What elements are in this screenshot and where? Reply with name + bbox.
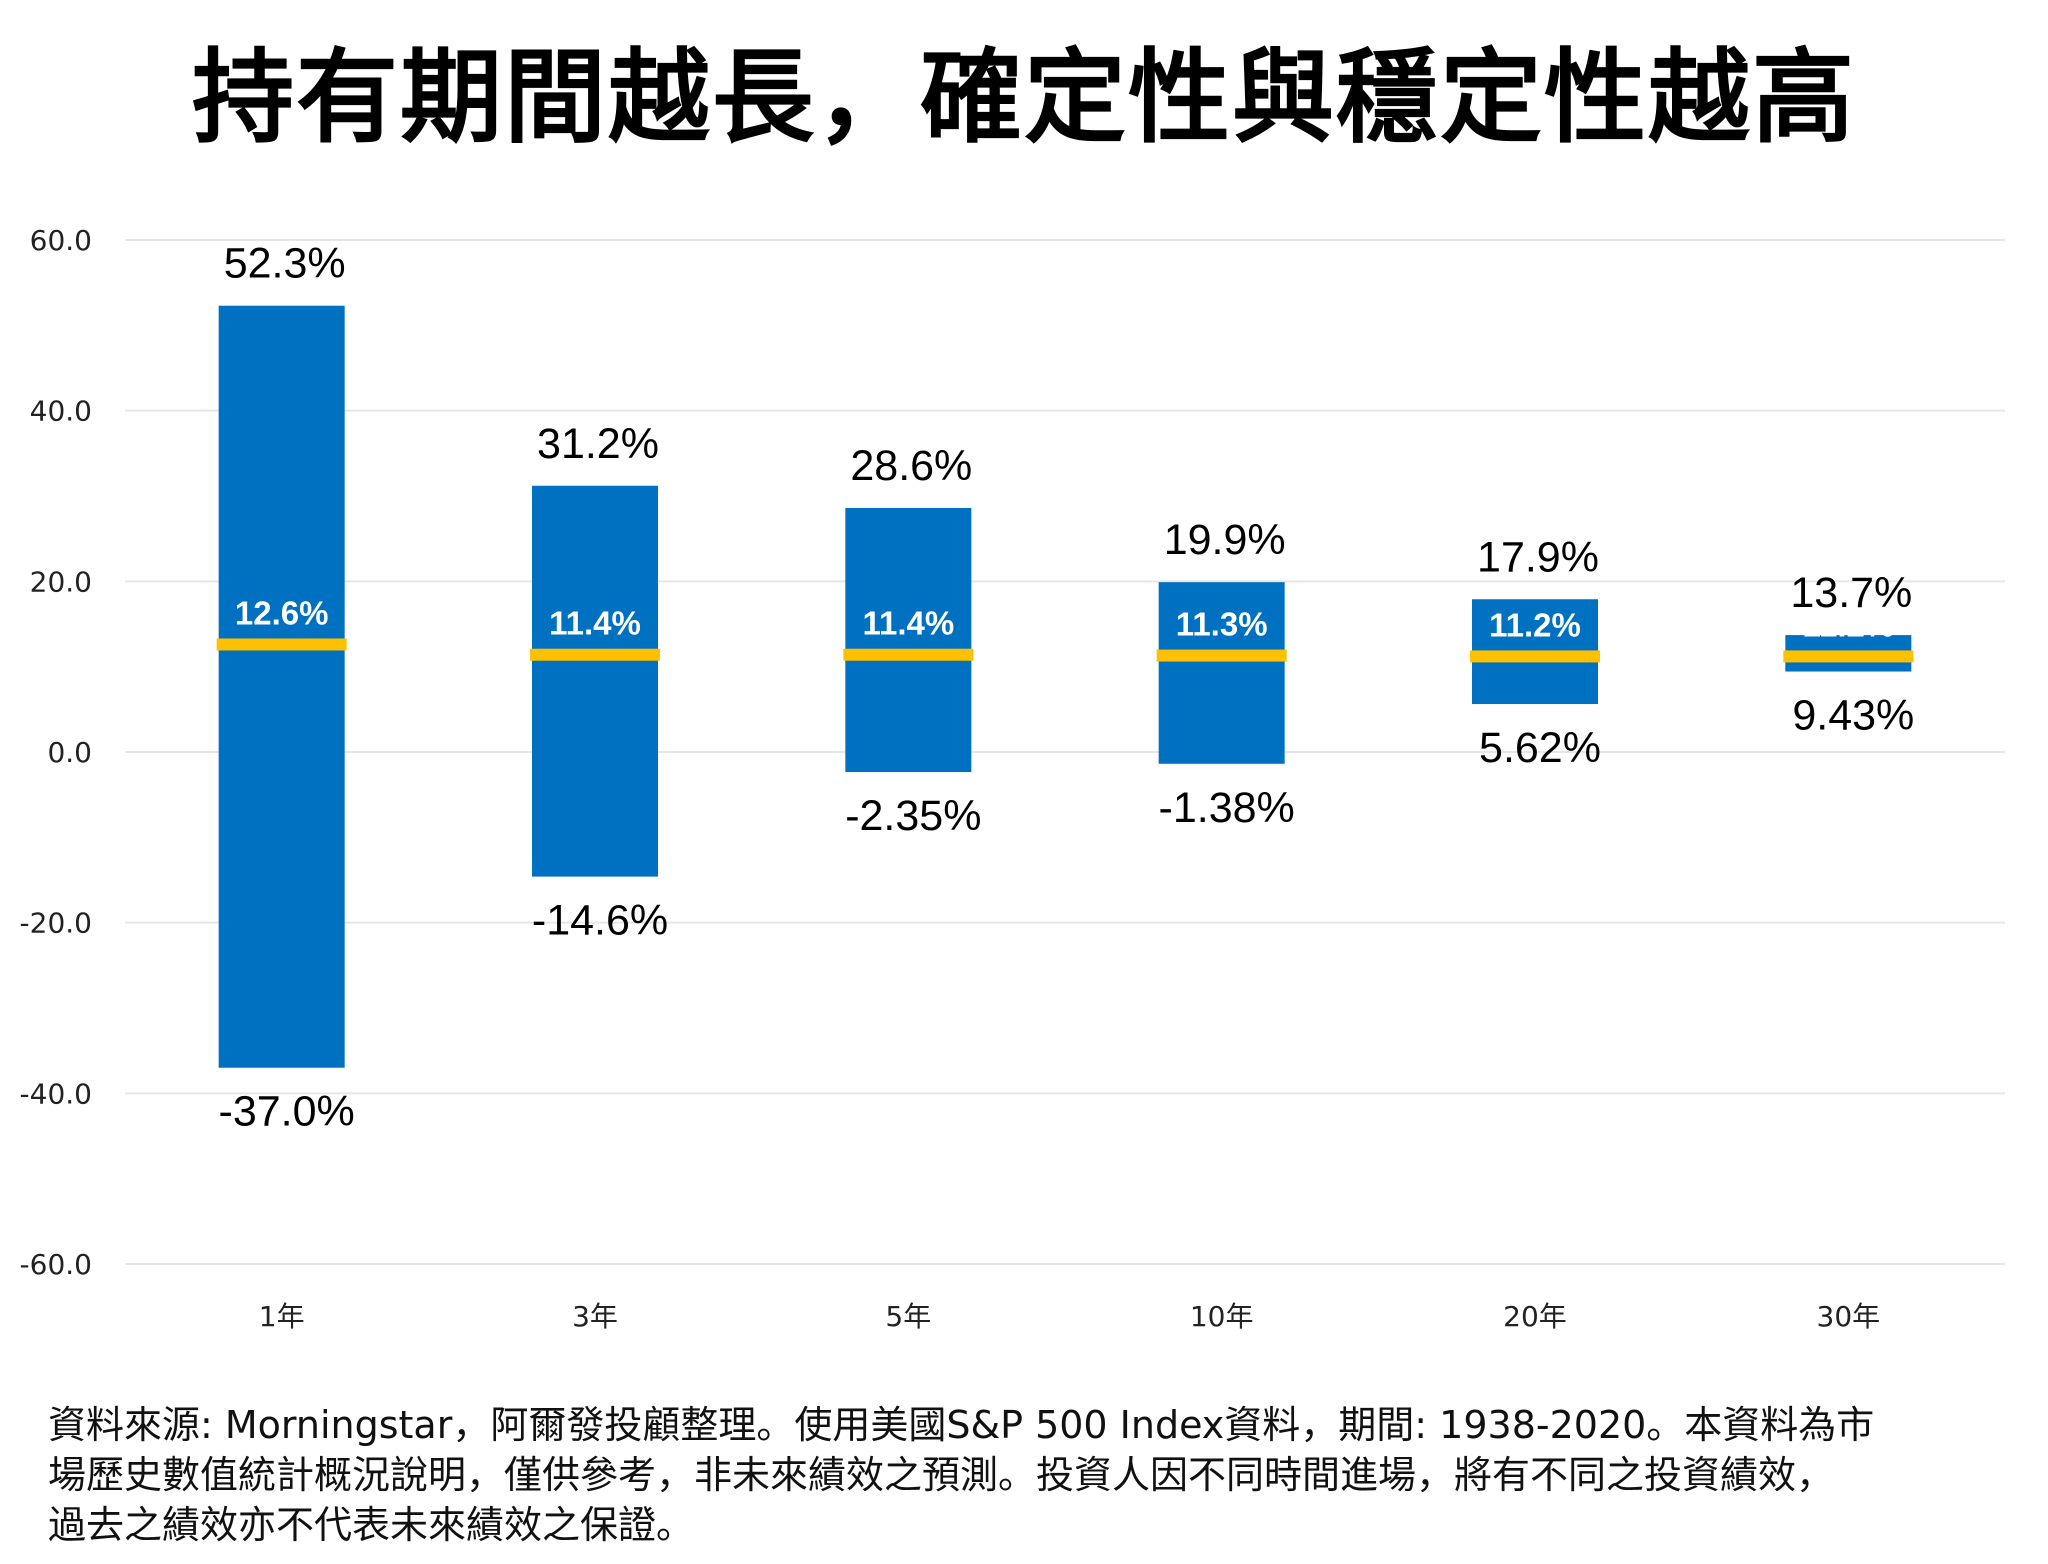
high-label: 31.2% xyxy=(537,420,659,468)
low-label: -2.35% xyxy=(845,792,981,840)
y-tick-label: 0.0 xyxy=(47,736,92,769)
x-tick-label: 1年 xyxy=(259,1300,305,1333)
grid-lines xyxy=(125,239,2005,1265)
chart-title: 持有期間越長，確定性與穩定性越高 xyxy=(192,39,1856,158)
source-line: 場歷史數值統計概況說明，僅供參考，非未來績效之預測。投資人因不同時間進場，將有不… xyxy=(48,1453,1835,1497)
x-axis-labels: 1年 3年 5年 10年 20年 30年 xyxy=(259,1300,1880,1333)
source-line: 過去之績效亦不代表未來績效之保證。 xyxy=(48,1503,695,1547)
low-label: -1.38% xyxy=(1159,784,1295,832)
source-note: 資料來源: Morningstar，阿爾發投顧整理。使用美國S&P 500 In… xyxy=(48,1400,2018,1550)
y-tick-label: -60.0 xyxy=(20,1248,92,1281)
x-tick-label: 3年 xyxy=(572,1300,618,1333)
y-tick-label: 60.0 xyxy=(30,224,92,257)
y-tick-label: -20.0 xyxy=(20,907,92,940)
bars-group: 12.6% 52.3% -37.0% 11.4% 31.2% -14.6% 11.4% 28.… xyxy=(216,240,1914,1136)
range-bar xyxy=(218,305,345,1068)
high-label: 13.7% xyxy=(1790,569,1912,617)
average-marker xyxy=(1783,650,1914,663)
range-bar xyxy=(532,485,658,877)
source-line: 資料來源: Morningstar，阿爾發投顧整理。使用美國S&P 500 In… xyxy=(48,1403,1875,1447)
x-tick-label: 30年 xyxy=(1817,1300,1881,1333)
low-label: 5.62% xyxy=(1479,724,1601,772)
y-tick-label: -40.0 xyxy=(20,1077,92,1110)
y-tick-label: 40.0 xyxy=(30,395,92,428)
average-label: 11.3% xyxy=(1176,606,1268,643)
average-label: 11.2% xyxy=(1489,606,1581,643)
average-label: 12.6% xyxy=(235,594,329,631)
range-bar xyxy=(845,507,972,773)
average-marker xyxy=(1470,650,1600,663)
range-bar xyxy=(1158,582,1285,764)
y-axis-labels: 60.0 40.0 20.0 0.0 -20.0 -40.0 -60.0 xyxy=(20,224,92,1281)
range-bar-chart: 60.0 40.0 20.0 0.0 -20.0 -40.0 -60.0 12.6% 52.3… xyxy=(20,224,2005,1333)
high-label: 52.3% xyxy=(224,240,346,288)
high-label: 17.9% xyxy=(1477,533,1599,581)
average-label: 11.2% xyxy=(1802,606,1894,643)
x-tick-label: 20年 xyxy=(1503,1300,1567,1333)
x-tick-label: 10年 xyxy=(1190,1300,1254,1333)
average-label: 11.4% xyxy=(549,605,641,642)
average-marker xyxy=(1156,649,1287,662)
low-label: 9.43% xyxy=(1792,692,1914,740)
high-label: 28.6% xyxy=(850,442,972,490)
x-tick-label: 5年 xyxy=(885,1300,931,1333)
y-tick-label: 20.0 xyxy=(30,565,92,598)
average-marker xyxy=(216,638,347,651)
low-label: -14.6% xyxy=(532,897,668,945)
low-label: -37.0% xyxy=(219,1088,355,1136)
high-label: 19.9% xyxy=(1164,516,1286,564)
average-label: 11.4% xyxy=(862,605,954,642)
average-marker xyxy=(843,648,974,661)
average-marker xyxy=(530,648,660,661)
